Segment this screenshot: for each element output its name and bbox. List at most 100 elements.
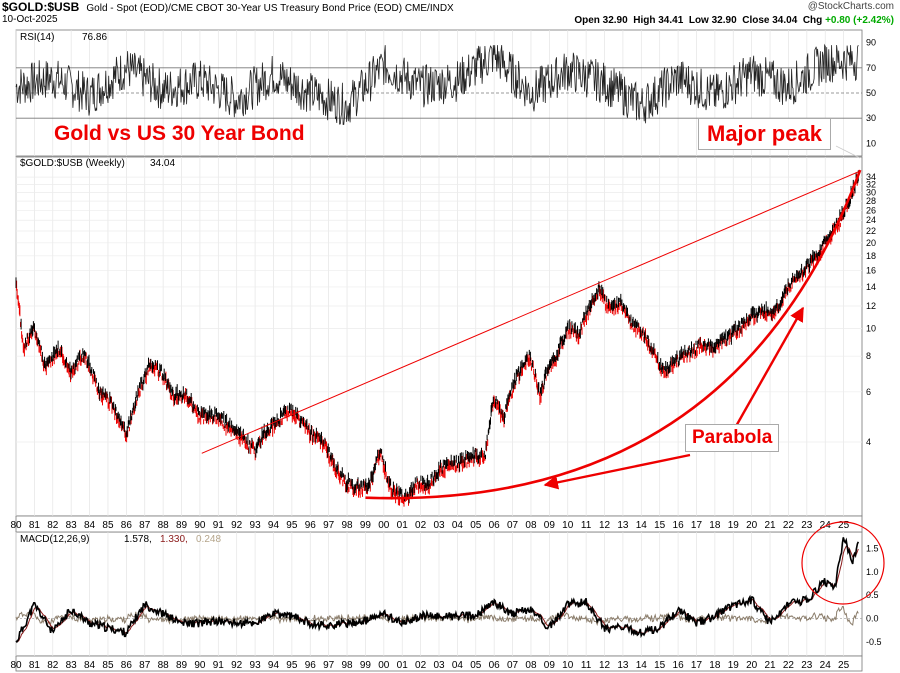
chart-date: 10-Oct-2025 <box>2 14 58 25</box>
x-tick-label-bottom: 22 <box>783 660 795 671</box>
x-tick-label: 06 <box>489 520 501 531</box>
x-tick-label-bottom: 92 <box>231 660 243 671</box>
price-tick-label: 4 <box>866 437 871 447</box>
price-tick-label: 26 <box>866 205 876 215</box>
x-tick-label: 89 <box>176 520 188 531</box>
rsi-tick-label: 90 <box>866 38 876 48</box>
x-tick-label-bottom: 96 <box>305 660 317 671</box>
x-tick-label-bottom: 13 <box>617 660 629 671</box>
peak-pointer <box>835 145 861 159</box>
x-tick-label: 99 <box>360 520 372 531</box>
symbol-description: Gold - Spot (EOD)/CME CBOT 30-Year US Tr… <box>86 3 454 14</box>
price-legend-name: $GOLD:$USB (Weekly) <box>20 158 125 169</box>
price-tick-label: 18 <box>866 251 876 261</box>
x-tick-label: 01 <box>397 520 409 531</box>
rsi-legend-name: RSI(14) <box>20 32 54 43</box>
parabola-curve <box>365 169 862 500</box>
chg-value: +0.80 (+2.42%) <box>825 15 894 26</box>
x-tick-label-bottom: 23 <box>801 660 813 671</box>
x-tick-label: 16 <box>673 520 685 531</box>
x-tick-label: 19 <box>728 520 740 531</box>
x-tick-label: 23 <box>801 520 813 531</box>
chg-label: Chg <box>802 15 823 26</box>
x-tick-label-bottom: 04 <box>452 660 464 671</box>
macd-tick-label: 0.0 <box>866 614 879 624</box>
parabola-arrow-left <box>543 453 691 490</box>
x-tick-label: 97 <box>323 520 335 531</box>
x-tick-label: 09 <box>544 520 556 531</box>
rsi-tick-label: 70 <box>866 63 876 73</box>
parabola-arrow-up <box>733 306 805 429</box>
x-tick-label-bottom: 93 <box>250 660 262 671</box>
x-tick-label: 14 <box>636 520 648 531</box>
x-tick-label: 85 <box>102 520 114 531</box>
x-tick-label: 12 <box>599 520 611 531</box>
price-tick-label: 34 <box>866 172 876 182</box>
high-value: 34.41 <box>658 15 684 26</box>
open-value: 32.90 <box>602 15 628 26</box>
x-tick-label-bottom: 20 <box>746 660 758 671</box>
x-tick-label: 83 <box>66 520 78 531</box>
x-tick-label: 02 <box>415 520 427 531</box>
x-tick-label-bottom: 10 <box>562 660 574 671</box>
low-label: Low <box>688 15 709 26</box>
parabola-annotation: Parabola <box>685 424 780 452</box>
macd-tick-label: 0.5 <box>866 590 879 600</box>
x-tick-label-bottom: 19 <box>728 660 740 671</box>
macd-legend-name: MACD(12,26,9) <box>20 534 89 545</box>
major-peak-annotation: Major peak <box>698 118 831 150</box>
x-tick-label-bottom: 83 <box>66 660 78 671</box>
macd-tick-label: -0.5 <box>866 637 882 647</box>
x-tick-label-bottom: 87 <box>139 660 151 671</box>
macd-histogram-value: 0.248 <box>196 534 221 545</box>
low-value: 32.90 <box>711 15 737 26</box>
macd-tick-label: 1.0 <box>866 567 879 577</box>
x-tick-label: 08 <box>525 520 537 531</box>
x-tick-label: 07 <box>507 520 519 531</box>
x-tick-label: 92 <box>231 520 243 531</box>
x-tick-label-bottom: 14 <box>636 660 648 671</box>
price-tick-label: 10 <box>866 324 876 334</box>
x-tick-label: 21 <box>764 520 776 531</box>
x-tick-label: 11 <box>581 520 592 531</box>
high-label: High <box>633 15 656 26</box>
x-tick-label-bottom: 25 <box>838 660 850 671</box>
x-tick-label: 00 <box>378 520 390 531</box>
price-tick-label: 8 <box>866 351 871 361</box>
x-tick-label: 15 <box>654 520 666 531</box>
x-tick-label: 91 <box>213 520 225 531</box>
x-tick-label: 22 <box>783 520 795 531</box>
price-tick-label: 6 <box>866 387 871 397</box>
x-tick-label: 84 <box>84 520 96 531</box>
x-tick-label: 88 <box>158 520 170 531</box>
price-tick-label: 20 <box>866 238 876 248</box>
price-tick-label: 32 <box>866 180 876 190</box>
x-tick-label: 90 <box>194 520 206 531</box>
x-tick-label-bottom: 89 <box>176 660 188 671</box>
x-tick-label: 81 <box>29 520 41 531</box>
x-tick-label-bottom: 09 <box>544 660 556 671</box>
x-tick-label: 13 <box>617 520 629 531</box>
price-tick-label: 28 <box>866 196 876 206</box>
symbol-label: $GOLD:$USB <box>2 0 80 14</box>
watermark: @StockCharts.com <box>807 1 894 12</box>
annotation-shapes <box>201 145 885 605</box>
x-tick-label-bottom: 99 <box>360 660 372 671</box>
x-tick-label: 05 <box>470 520 482 531</box>
x-tick-label-bottom: 84 <box>84 660 96 671</box>
x-tick-label-bottom: 15 <box>654 660 666 671</box>
price-legend-value: 34.04 <box>150 158 175 169</box>
x-tick-label-bottom: 12 <box>599 660 611 671</box>
x-tick-label: 86 <box>121 520 133 531</box>
x-tick-label-bottom: 85 <box>102 660 114 671</box>
x-tick-label-bottom: 02 <box>415 660 427 671</box>
x-tick-label-bottom: 86 <box>121 660 133 671</box>
close-value: 34.04 <box>772 15 798 26</box>
x-tick-label-bottom: 18 <box>709 660 721 671</box>
rsi-tick-label: 30 <box>866 113 876 123</box>
x-tick-label-bottom: 11 <box>581 660 592 671</box>
x-tick-label-bottom: 94 <box>268 660 280 671</box>
x-tick-label: 25 <box>838 520 850 531</box>
rsi-line <box>15 43 859 125</box>
